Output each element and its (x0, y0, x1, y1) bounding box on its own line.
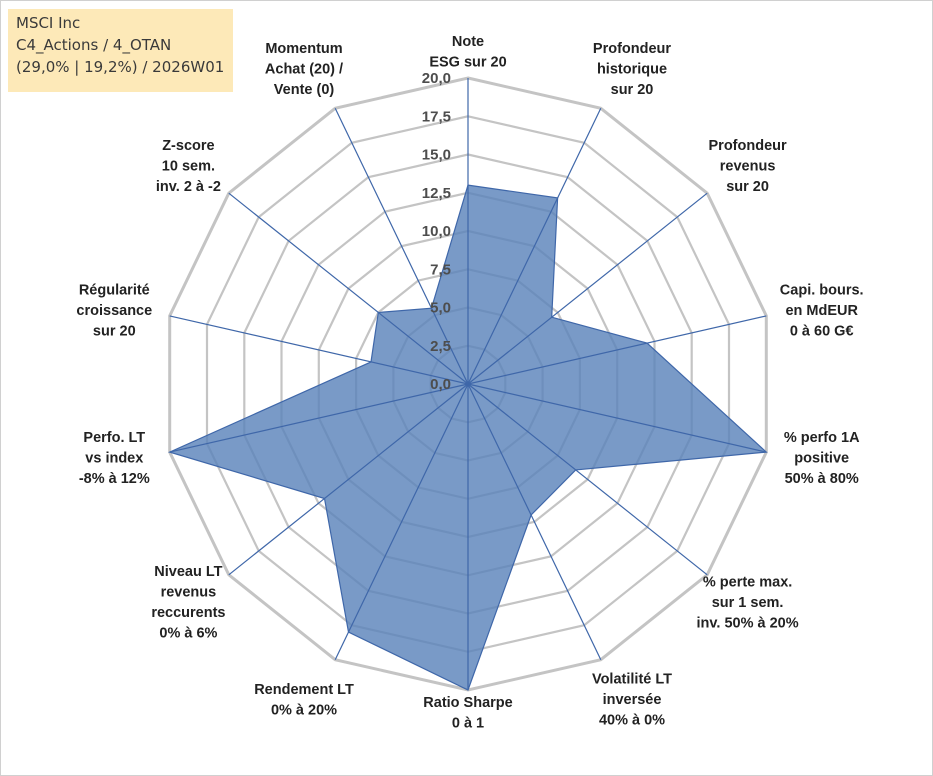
category-label: Régularité (79, 282, 150, 298)
tick-label: 15,0 (422, 147, 451, 164)
category-label: Profondeur (709, 138, 787, 154)
spoke-line (228, 383, 469, 576)
category-label: inversée (603, 692, 662, 708)
info-line-2: C4_Actions / 4_OTAN (16, 36, 172, 54)
tick-label: 12,5 (422, 185, 451, 202)
category-label: positive (794, 451, 849, 467)
category-label: reccurents (151, 605, 225, 621)
info-line-1: MSCI Inc (16, 14, 81, 32)
spoke-line (467, 383, 767, 453)
spoke-line (467, 192, 708, 385)
category-label: sur 20 (726, 179, 769, 195)
category-label: sur 20 (611, 82, 654, 98)
spoke-line (467, 383, 708, 576)
tick-label: 20,0 (422, 70, 451, 87)
category-label: Achat (20) / (265, 61, 343, 77)
category-label: 40% à 0% (599, 713, 665, 729)
category-label: Momentum (265, 41, 342, 57)
category-label: 0% à 6% (159, 626, 217, 642)
category-label: Volatilité LT (592, 672, 672, 688)
category-label: 0 à 1 (452, 716, 484, 732)
spoke-line (169, 315, 469, 385)
tick-label: 17,5 (422, 108, 451, 125)
category-label: Profondeur (593, 41, 671, 57)
category-label: Rendement LT (254, 682, 354, 698)
category-label: Vente (0) (274, 82, 335, 98)
category-label: Note (452, 34, 484, 50)
spoke-line (169, 383, 469, 453)
category-label: Niveau LT (154, 564, 222, 580)
spoke-line (334, 383, 469, 660)
info-line-3: (29,0% | 19,2%) / 2026W01 (16, 58, 225, 76)
tick-label: 10,0 (422, 223, 451, 240)
category-label: sur 1 sem. (712, 595, 784, 611)
category-label: historique (597, 61, 667, 77)
tick-label: 5,0 (430, 300, 451, 317)
category-label: en MdEUR (785, 303, 858, 319)
category-label: inv. 2 à -2 (156, 179, 221, 195)
category-label: Z-score (162, 138, 214, 154)
category-labels: Note ESG sur 20 Profondeur historique sur 20… (76, 34, 863, 732)
category-label: ESG sur 20 (429, 55, 506, 71)
category-label: 0 à 60 G€ (790, 323, 854, 339)
radar-spokes (169, 78, 767, 690)
spoke-line (467, 315, 767, 385)
info-box: MSCI Inc C4_Actions / 4_OTAN (29,0% | 19… (8, 9, 233, 92)
category-label: sur 20 (93, 323, 136, 339)
tick-label: 2,5 (430, 338, 451, 355)
category-label: revenus (720, 159, 776, 175)
category-label: 10 sem. (162, 159, 215, 175)
category-label: Perfo. LT (83, 430, 145, 446)
category-label: revenus (161, 585, 217, 601)
category-label: -8% à 12% (79, 471, 150, 487)
category-label: vs index (85, 451, 143, 467)
spoke-line (334, 108, 469, 385)
category-label: inv. 50% à 20% (697, 616, 799, 632)
spoke-line (467, 383, 602, 660)
category-label: croissance (76, 303, 152, 319)
category-label: 0% à 20% (271, 702, 337, 718)
radial-tick-labels: 0,0 2,5 5,0 7,5 10,0 12,5 15,0 17,5 20,0 (422, 70, 451, 393)
tick-label: 7,5 (430, 261, 451, 278)
category-label: Ratio Sharpe (423, 695, 512, 711)
spoke-line (228, 192, 469, 385)
category-label: 50% à 80% (785, 471, 859, 487)
category-label: Capi. bours. (780, 282, 864, 298)
spoke-line (467, 108, 602, 385)
category-label: % perfo 1A (784, 430, 860, 446)
category-label: % perte max. (703, 575, 792, 591)
tick-label: 0,0 (430, 376, 451, 393)
